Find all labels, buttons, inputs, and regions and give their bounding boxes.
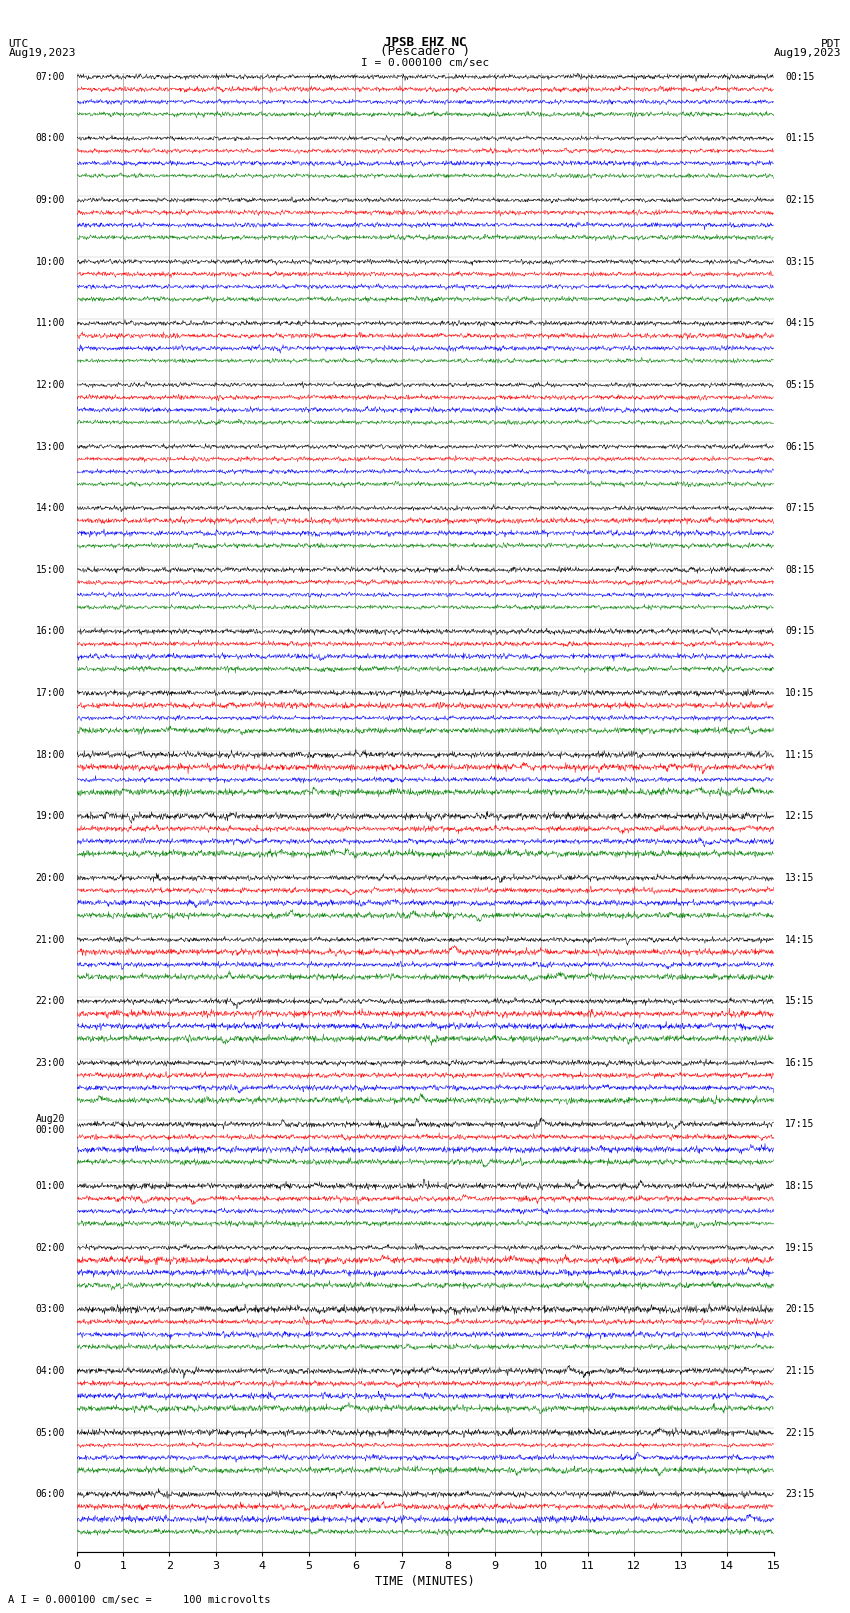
Text: 16:00: 16:00	[36, 626, 65, 637]
Text: 09:15: 09:15	[785, 626, 814, 637]
Text: 08:00: 08:00	[36, 134, 65, 144]
Text: 10:00: 10:00	[36, 256, 65, 266]
Text: Aug19,2023: Aug19,2023	[774, 48, 842, 58]
Text: 12:15: 12:15	[785, 811, 814, 821]
Text: 19:00: 19:00	[36, 811, 65, 821]
Text: Aug19,2023: Aug19,2023	[8, 48, 76, 58]
Text: 06:15: 06:15	[785, 442, 814, 452]
Text: 03:00: 03:00	[36, 1305, 65, 1315]
Text: 05:15: 05:15	[785, 381, 814, 390]
Text: 14:15: 14:15	[785, 934, 814, 945]
Text: JPSB EHZ NC: JPSB EHZ NC	[383, 35, 467, 50]
Text: 11:15: 11:15	[785, 750, 814, 760]
Text: 17:15: 17:15	[785, 1119, 814, 1129]
Text: 04:00: 04:00	[36, 1366, 65, 1376]
Text: 22:15: 22:15	[785, 1428, 814, 1437]
Text: UTC: UTC	[8, 39, 29, 50]
Text: 07:00: 07:00	[36, 71, 65, 82]
Text: 20:00: 20:00	[36, 873, 65, 882]
Text: 07:15: 07:15	[785, 503, 814, 513]
Text: 22:00: 22:00	[36, 997, 65, 1007]
Text: 10:15: 10:15	[785, 689, 814, 698]
X-axis label: TIME (MINUTES): TIME (MINUTES)	[375, 1574, 475, 1587]
Text: 01:00: 01:00	[36, 1181, 65, 1190]
Text: 01:15: 01:15	[785, 134, 814, 144]
Text: 17:00: 17:00	[36, 689, 65, 698]
Text: 21:00: 21:00	[36, 934, 65, 945]
Text: PDT: PDT	[821, 39, 842, 50]
Text: 03:15: 03:15	[785, 256, 814, 266]
Text: 21:15: 21:15	[785, 1366, 814, 1376]
Text: I = 0.000100 cm/sec: I = 0.000100 cm/sec	[361, 58, 489, 68]
Text: 06:00: 06:00	[36, 1489, 65, 1498]
Text: 02:00: 02:00	[36, 1242, 65, 1253]
Text: Aug20
00:00: Aug20 00:00	[36, 1113, 65, 1136]
Text: 15:15: 15:15	[785, 997, 814, 1007]
Text: 05:00: 05:00	[36, 1428, 65, 1437]
Text: 12:00: 12:00	[36, 381, 65, 390]
Text: 18:00: 18:00	[36, 750, 65, 760]
Text: (Pescadero ): (Pescadero )	[380, 45, 470, 58]
Text: 13:00: 13:00	[36, 442, 65, 452]
Text: 11:00: 11:00	[36, 318, 65, 329]
Text: 08:15: 08:15	[785, 565, 814, 574]
Text: 02:15: 02:15	[785, 195, 814, 205]
Text: 23:15: 23:15	[785, 1489, 814, 1498]
Text: 23:00: 23:00	[36, 1058, 65, 1068]
Text: 04:15: 04:15	[785, 318, 814, 329]
Text: A I = 0.000100 cm/sec =     100 microvolts: A I = 0.000100 cm/sec = 100 microvolts	[8, 1595, 271, 1605]
Text: 00:15: 00:15	[785, 71, 814, 82]
Text: 16:15: 16:15	[785, 1058, 814, 1068]
Text: 14:00: 14:00	[36, 503, 65, 513]
Text: 18:15: 18:15	[785, 1181, 814, 1190]
Text: 15:00: 15:00	[36, 565, 65, 574]
Text: 13:15: 13:15	[785, 873, 814, 882]
Text: 19:15: 19:15	[785, 1242, 814, 1253]
Text: 09:00: 09:00	[36, 195, 65, 205]
Text: 20:15: 20:15	[785, 1305, 814, 1315]
